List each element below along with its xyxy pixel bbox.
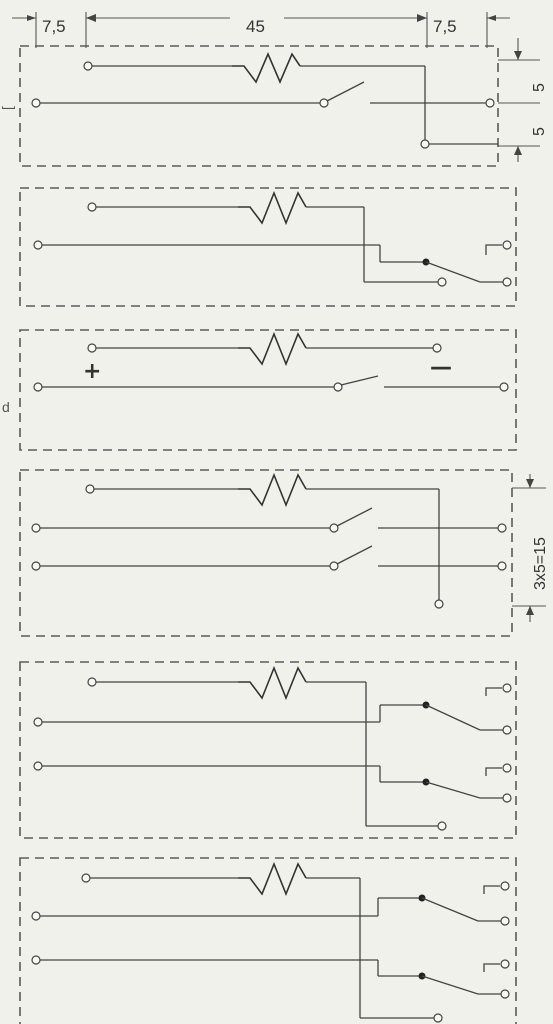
coil-terminal bbox=[434, 599, 444, 609]
relay-outline bbox=[19, 329, 517, 451]
coil-terminal bbox=[87, 343, 97, 353]
contact-terminal bbox=[33, 382, 43, 392]
contact-terminal bbox=[499, 382, 509, 392]
contact-terminal bbox=[31, 523, 41, 533]
contact-terminal bbox=[497, 561, 507, 571]
relay-outline bbox=[19, 187, 517, 307]
pitch-upper-label: 5 bbox=[531, 83, 548, 92]
contact-terminal bbox=[31, 561, 41, 571]
contact-pivot bbox=[329, 523, 339, 533]
contact-terminal bbox=[497, 523, 507, 533]
contact-terminal bbox=[502, 793, 512, 803]
contact-pivot bbox=[329, 561, 339, 571]
contact-terminal bbox=[33, 240, 43, 250]
contact-terminal bbox=[485, 98, 495, 108]
coil-5 bbox=[238, 665, 307, 701]
contact-terminal bbox=[500, 916, 510, 926]
contact-blade bbox=[425, 781, 481, 799]
coil-terminal bbox=[83, 61, 93, 71]
relay-outline bbox=[19, 661, 517, 839]
contact-terminal bbox=[500, 989, 510, 999]
top-dimension-line bbox=[12, 12, 510, 48]
contact-blade bbox=[421, 897, 479, 922]
coil-terminal bbox=[433, 1013, 443, 1023]
coil-terminal bbox=[437, 277, 447, 287]
side-bracket-mark: [ bbox=[0, 106, 15, 110]
plus-polarity-sign: + bbox=[83, 359, 101, 384]
relay-diagram-2 bbox=[19, 187, 517, 307]
coil-terminal bbox=[85, 484, 95, 494]
contact-blade bbox=[326, 81, 365, 102]
coil-2 bbox=[238, 190, 307, 226]
coil-6 bbox=[238, 861, 307, 897]
contact-terminal bbox=[31, 98, 41, 108]
minus-polarity-sign: — bbox=[430, 355, 452, 380]
coil-3 bbox=[238, 331, 307, 367]
relay-outline bbox=[19, 857, 517, 1024]
contact-terminal bbox=[31, 955, 41, 965]
contact-blade bbox=[425, 704, 481, 731]
contact-pivot bbox=[319, 98, 329, 108]
contact-terminal bbox=[502, 763, 512, 773]
contact-terminal bbox=[502, 683, 512, 693]
contact-blade bbox=[336, 507, 373, 527]
coil-terminal bbox=[432, 343, 442, 353]
contact-blade bbox=[336, 545, 373, 565]
coil-4 bbox=[238, 472, 307, 508]
relay-diagram-5 bbox=[19, 661, 517, 839]
contact-blade bbox=[425, 261, 481, 283]
pitch-lower-label: 5 bbox=[531, 127, 548, 136]
coil-terminal bbox=[87, 677, 97, 687]
contact-pivot bbox=[333, 382, 343, 392]
contact-terminal bbox=[502, 725, 512, 735]
contact-terminal bbox=[33, 717, 43, 727]
coil-terminal bbox=[87, 202, 97, 212]
pitch-total-label: 3x5=15 bbox=[532, 537, 549, 590]
coil-terminal bbox=[420, 139, 430, 149]
pitch-dimension-bottom bbox=[512, 474, 546, 622]
relay-diagram-3 bbox=[19, 329, 517, 451]
contact-terminal bbox=[502, 277, 512, 287]
contact-terminal bbox=[33, 761, 43, 771]
contact-blade bbox=[421, 975, 479, 995]
coil-1 bbox=[92, 51, 426, 140]
left-margin-label: 7,5 bbox=[42, 17, 66, 36]
side-mark-d: d bbox=[2, 399, 10, 415]
relay-diagram-1 bbox=[19, 45, 499, 167]
relay-diagram-4 bbox=[19, 469, 513, 637]
relay-diagram-6 bbox=[19, 857, 517, 1024]
coil-terminal bbox=[81, 873, 91, 883]
contact-terminal bbox=[31, 911, 41, 921]
coil-terminal bbox=[437, 821, 447, 831]
contact-terminal bbox=[500, 959, 510, 969]
contact-blade bbox=[340, 375, 379, 386]
relay-outline bbox=[19, 469, 513, 637]
body-width-label: 45 bbox=[246, 17, 265, 36]
pitch-dimension-top bbox=[498, 38, 540, 162]
contact-terminal bbox=[500, 881, 510, 891]
contact-terminal bbox=[502, 240, 512, 250]
right-margin-label: 7,5 bbox=[433, 17, 457, 36]
